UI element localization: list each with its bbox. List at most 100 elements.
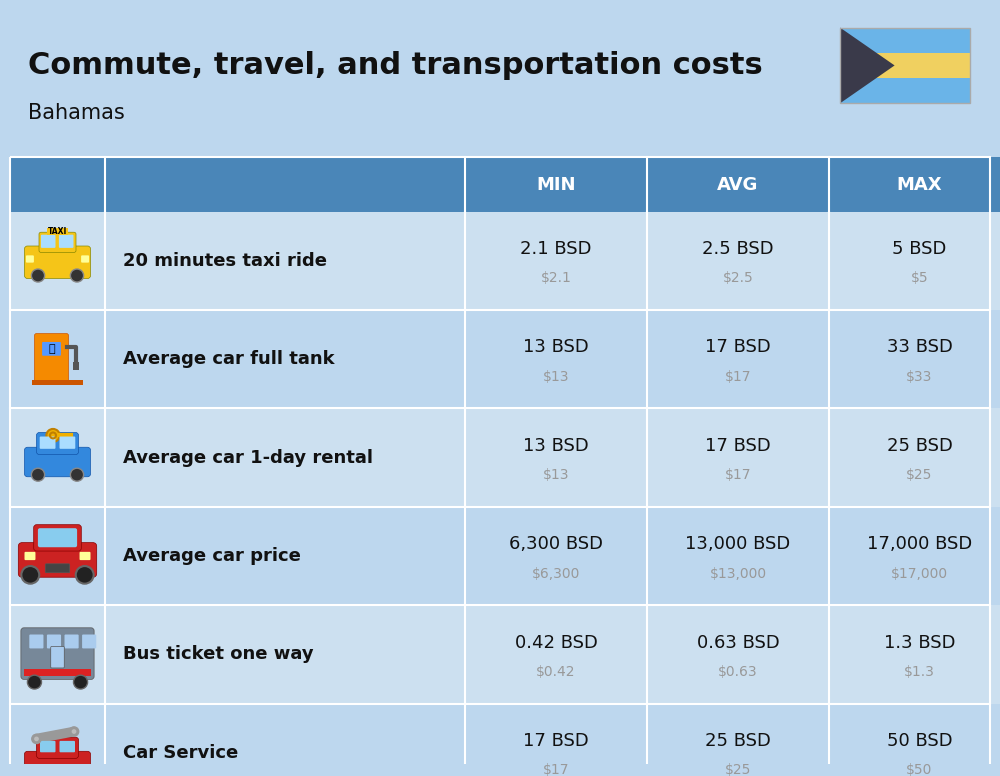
Bar — [465, 212, 647, 310]
Text: $17: $17 — [725, 370, 751, 384]
Bar — [840, 53, 970, 78]
FancyBboxPatch shape — [38, 528, 77, 547]
FancyBboxPatch shape — [60, 437, 75, 449]
Circle shape — [71, 773, 83, 776]
Bar — [840, 28, 970, 53]
FancyBboxPatch shape — [26, 255, 34, 262]
Circle shape — [69, 726, 79, 737]
Text: 33 BSD: 33 BSD — [887, 338, 952, 356]
Text: Average car 1-day rental: Average car 1-day rental — [123, 449, 373, 466]
Text: TAXI: TAXI — [48, 227, 67, 236]
FancyBboxPatch shape — [41, 234, 56, 248]
Text: 17,000 BSD: 17,000 BSD — [867, 535, 972, 553]
Text: Bahamas: Bahamas — [28, 103, 125, 123]
Bar — [10, 310, 105, 408]
Bar — [10, 704, 105, 776]
Text: $17: $17 — [725, 468, 751, 483]
FancyBboxPatch shape — [60, 741, 75, 752]
FancyBboxPatch shape — [64, 635, 79, 649]
Bar — [105, 310, 465, 408]
Bar — [465, 507, 647, 605]
Bar — [10, 507, 105, 605]
Text: $1.3: $1.3 — [904, 665, 935, 679]
Bar — [647, 158, 829, 212]
FancyBboxPatch shape — [40, 741, 56, 752]
Bar — [105, 212, 465, 310]
Text: $13: $13 — [543, 370, 569, 384]
FancyBboxPatch shape — [42, 342, 61, 355]
Bar — [829, 704, 1000, 776]
Text: 1.3 BSD: 1.3 BSD — [884, 633, 955, 652]
Text: 6,300 BSD: 6,300 BSD — [509, 535, 603, 553]
FancyBboxPatch shape — [29, 635, 43, 649]
Bar — [24, 669, 91, 677]
Text: 2.5 BSD: 2.5 BSD — [702, 240, 774, 258]
Text: 17 BSD: 17 BSD — [705, 437, 771, 455]
FancyBboxPatch shape — [36, 737, 78, 758]
FancyBboxPatch shape — [48, 768, 68, 775]
FancyBboxPatch shape — [18, 542, 97, 577]
FancyBboxPatch shape — [34, 525, 81, 551]
FancyBboxPatch shape — [24, 447, 90, 476]
Text: 0.63 BSD: 0.63 BSD — [697, 633, 779, 652]
FancyBboxPatch shape — [80, 552, 90, 560]
Bar — [647, 408, 829, 507]
Text: Average car price: Average car price — [123, 547, 301, 565]
FancyBboxPatch shape — [51, 646, 64, 668]
Text: 13 BSD: 13 BSD — [523, 437, 589, 455]
FancyBboxPatch shape — [47, 227, 68, 235]
Bar — [10, 158, 990, 776]
Text: $33: $33 — [906, 370, 933, 384]
Bar — [465, 310, 647, 408]
Circle shape — [73, 675, 88, 689]
Bar — [105, 507, 465, 605]
Text: $17: $17 — [543, 764, 569, 776]
Text: Average car full tank: Average car full tank — [123, 350, 335, 368]
Text: $13,000: $13,000 — [709, 566, 767, 580]
FancyBboxPatch shape — [39, 232, 76, 252]
Text: $17,000: $17,000 — [891, 566, 948, 580]
Text: 2.1 BSD: 2.1 BSD — [520, 240, 592, 258]
Bar — [829, 408, 1000, 507]
Bar — [829, 605, 1000, 704]
Text: 25 BSD: 25 BSD — [887, 437, 952, 455]
FancyBboxPatch shape — [81, 255, 89, 262]
Bar — [647, 704, 829, 776]
Circle shape — [27, 675, 42, 689]
FancyBboxPatch shape — [47, 635, 61, 649]
Bar — [647, 310, 829, 408]
FancyBboxPatch shape — [36, 432, 78, 455]
Bar — [647, 605, 829, 704]
Text: Car Service: Car Service — [123, 743, 238, 762]
Text: 13,000 BSD: 13,000 BSD — [685, 535, 791, 553]
Text: Bus ticket one way: Bus ticket one way — [123, 646, 314, 663]
Bar — [840, 28, 970, 103]
Circle shape — [32, 773, 44, 776]
Text: 0.42 BSD: 0.42 BSD — [515, 633, 597, 652]
Bar — [105, 408, 465, 507]
Bar — [105, 605, 465, 704]
FancyBboxPatch shape — [34, 334, 68, 382]
Circle shape — [31, 269, 45, 282]
Circle shape — [46, 429, 60, 442]
FancyBboxPatch shape — [59, 234, 74, 248]
Circle shape — [31, 468, 45, 481]
Text: AVG: AVG — [717, 175, 759, 193]
Bar — [10, 408, 105, 507]
Text: 20 minutes taxi ride: 20 minutes taxi ride — [123, 251, 327, 270]
Circle shape — [70, 468, 84, 481]
Text: 5 BSD: 5 BSD — [892, 240, 947, 258]
FancyBboxPatch shape — [24, 246, 90, 279]
Text: $50: $50 — [906, 764, 933, 776]
Text: MAX: MAX — [897, 175, 942, 193]
Circle shape — [21, 566, 39, 584]
Text: $2.1: $2.1 — [541, 272, 571, 286]
Text: $25: $25 — [725, 764, 751, 776]
Bar — [105, 158, 465, 212]
Bar — [465, 408, 647, 507]
Circle shape — [76, 566, 94, 584]
Bar — [10, 212, 105, 310]
Bar — [829, 507, 1000, 605]
Bar — [465, 704, 647, 776]
Circle shape — [31, 733, 42, 744]
